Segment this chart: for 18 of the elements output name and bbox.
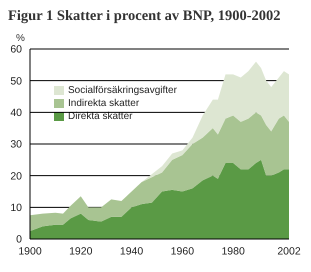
y-tick-label: 10 (10, 202, 22, 214)
y-tick-label: 0 (16, 234, 22, 246)
x-tick-label: 1940 (120, 245, 144, 258)
y-tick-label: 40 (10, 107, 22, 120)
y-axis-title: % (16, 33, 25, 44)
y-tick-label: 20 (10, 170, 22, 182)
y-tick-label: 30 (10, 138, 22, 151)
x-tick-label: 1920 (69, 245, 93, 258)
chart-title: Figur 1 Skatter i procent av BNP, 1900-2002 (8, 8, 282, 25)
legend-label: Direkta skatter (68, 111, 132, 122)
legend-label: Indirekta skatter (68, 98, 140, 109)
x-tick-label: 2002 (277, 245, 301, 258)
legend-label: Socialförsäkringsavgifter (68, 85, 177, 96)
x-tick-label: 1980 (221, 245, 245, 258)
x-tick-label: 1900 (18, 245, 42, 258)
y-tick-label: 50 (10, 75, 22, 88)
x-tick-label: 1960 (170, 245, 194, 258)
y-tick-label: 60 (10, 44, 22, 56)
